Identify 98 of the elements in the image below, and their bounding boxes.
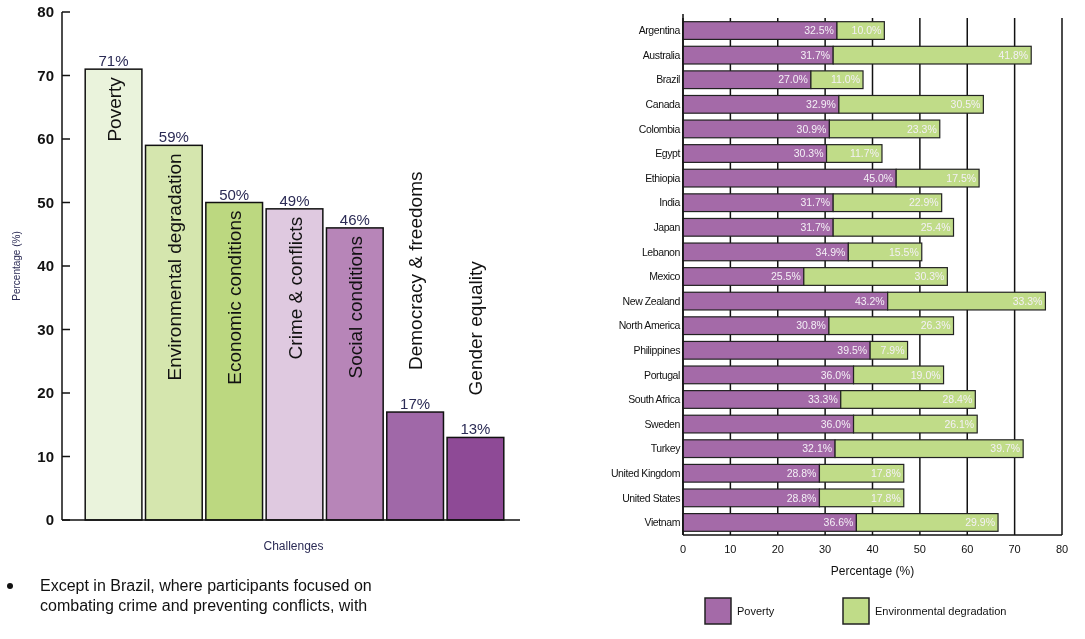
y-tick-label: Portugal bbox=[644, 368, 681, 381]
x-tick-label: Environmental degradation bbox=[163, 153, 185, 381]
y-tick-label: 0 bbox=[45, 511, 54, 529]
legend-label: Poverty bbox=[737, 604, 775, 617]
y-tick-label: India bbox=[659, 196, 681, 209]
data-label: 31.7% bbox=[800, 48, 831, 61]
data-label: 7.9% bbox=[880, 343, 905, 356]
y-tick-label: Colombia bbox=[638, 122, 681, 135]
y-tick-label: Canada bbox=[645, 98, 681, 111]
y-tick-label: Ethiopia bbox=[645, 171, 681, 184]
data-label: 43.2% bbox=[854, 294, 885, 307]
data-label: 25.4% bbox=[920, 220, 951, 233]
data-label: 29.9% bbox=[965, 516, 996, 529]
data-label: 17.8% bbox=[870, 466, 901, 479]
x-tick-label: 80 bbox=[1055, 543, 1069, 555]
data-label: 28.8% bbox=[786, 466, 817, 479]
x-tick-label: 70 bbox=[1008, 543, 1021, 555]
data-label: 28.8% bbox=[786, 491, 817, 504]
y-tick-label: Sweden bbox=[644, 417, 681, 430]
data-label: 71% bbox=[98, 52, 129, 70]
y-tick-label: 60 bbox=[37, 130, 54, 148]
y-tick-label: 10 bbox=[37, 447, 54, 465]
y-tick-label: North America bbox=[618, 319, 681, 332]
x-axis-title: Challenges bbox=[263, 539, 324, 553]
y-tick-label: Egypt bbox=[655, 147, 681, 160]
data-label: 32.5% bbox=[804, 24, 834, 37]
data-label: 26.1% bbox=[944, 417, 975, 430]
data-label: 39.7% bbox=[990, 442, 1021, 455]
y-tick-label: Vietnam bbox=[644, 516, 681, 529]
y-tick-label: New Zealand bbox=[622, 294, 681, 307]
x-tick-label: Economic conditions bbox=[224, 210, 246, 385]
data-label: 30.3% bbox=[793, 147, 824, 160]
x-axis-title: Percentage (%) bbox=[830, 564, 915, 578]
data-label: 25.5% bbox=[771, 270, 801, 283]
x-tick-label: 20 bbox=[771, 543, 784, 555]
y-tick-label: Brazil bbox=[656, 73, 681, 86]
y-tick-label: United States bbox=[622, 491, 681, 504]
data-label: 30.8% bbox=[796, 319, 826, 332]
y-tick-label: 70 bbox=[37, 66, 54, 84]
y-tick-label: Lebanon bbox=[641, 245, 681, 258]
data-label: 13% bbox=[460, 420, 491, 438]
data-label: 26.3% bbox=[920, 319, 951, 332]
y-tick-label: Philippines bbox=[633, 343, 681, 356]
x-tick-label: 40 bbox=[866, 543, 879, 555]
y-tick-label: South Africa bbox=[628, 393, 681, 406]
y-tick-label: Japan bbox=[653, 220, 681, 233]
data-label: 23.3% bbox=[906, 122, 937, 135]
data-label: 36.6% bbox=[823, 516, 854, 529]
data-label: 49% bbox=[279, 191, 310, 209]
data-label: 41.8% bbox=[998, 48, 1029, 61]
data-label: 27.0% bbox=[778, 73, 808, 86]
x-tick-label: Social conditions bbox=[344, 235, 366, 379]
y-tick-label: Australia bbox=[642, 48, 681, 61]
data-label: 11.7% bbox=[849, 147, 879, 160]
data-label: 30.3% bbox=[914, 270, 945, 283]
x-tick-label: 30 bbox=[819, 543, 832, 555]
x-tick-label: 60 bbox=[961, 543, 974, 555]
data-label: 10.0% bbox=[851, 24, 882, 37]
y-tick-label: Mexico bbox=[649, 270, 681, 283]
y-axis-title: Percentage (%) bbox=[11, 231, 22, 301]
data-label: 36.0% bbox=[820, 417, 851, 430]
data-label: 30.9% bbox=[796, 122, 827, 135]
data-label: 31.7% bbox=[800, 220, 831, 233]
x-tick-label: Gender equality bbox=[465, 260, 487, 396]
data-label: 11.0% bbox=[831, 73, 861, 86]
data-label: 59% bbox=[158, 128, 189, 146]
data-label: 32.1% bbox=[802, 442, 833, 455]
data-label: 31.7% bbox=[800, 196, 831, 209]
data-label: 30.5% bbox=[950, 98, 981, 111]
y-tick-label: Turkey bbox=[650, 442, 682, 455]
data-label: 32.9% bbox=[806, 98, 836, 111]
data-label: 17.8% bbox=[870, 491, 901, 504]
y-tick-label: 30 bbox=[37, 320, 54, 338]
x-tick-label: Crime & conflicts bbox=[284, 216, 306, 360]
text: Except in Brazil, where participants focused on combating crime and preventing conflicts, with bbox=[40, 577, 372, 614]
y-tick-label: Argentina bbox=[638, 24, 681, 37]
y-tick-label: 80 bbox=[37, 3, 54, 21]
y-tick-label: United Kingdom bbox=[610, 466, 681, 479]
data-label: 17.5% bbox=[946, 171, 977, 184]
data-label: 33.3% bbox=[807, 393, 838, 406]
data-label: 22.9% bbox=[908, 196, 939, 209]
data-label: 36.0% bbox=[820, 368, 851, 381]
data-label: 33.3% bbox=[1012, 294, 1043, 307]
data-label: 28.4% bbox=[942, 393, 973, 406]
data-label: 19.0% bbox=[910, 368, 941, 381]
legend-label: Environmental degradation bbox=[875, 604, 1007, 617]
data-label: 45.0% bbox=[863, 171, 894, 184]
x-tick-label: 50 bbox=[913, 543, 926, 555]
x-tick-label: 10 bbox=[724, 543, 737, 555]
x-tick-label: Democracy & freedoms bbox=[405, 171, 427, 371]
y-tick-label: 50 bbox=[37, 193, 54, 211]
data-label: 15.5% bbox=[888, 245, 919, 258]
y-tick-label: 20 bbox=[37, 384, 54, 402]
data-label: 34.9% bbox=[815, 245, 846, 258]
data-label: 39.5% bbox=[837, 343, 868, 356]
data-label: 50% bbox=[219, 185, 250, 203]
data-label: 46% bbox=[339, 210, 370, 228]
data-label: 17% bbox=[400, 395, 431, 413]
